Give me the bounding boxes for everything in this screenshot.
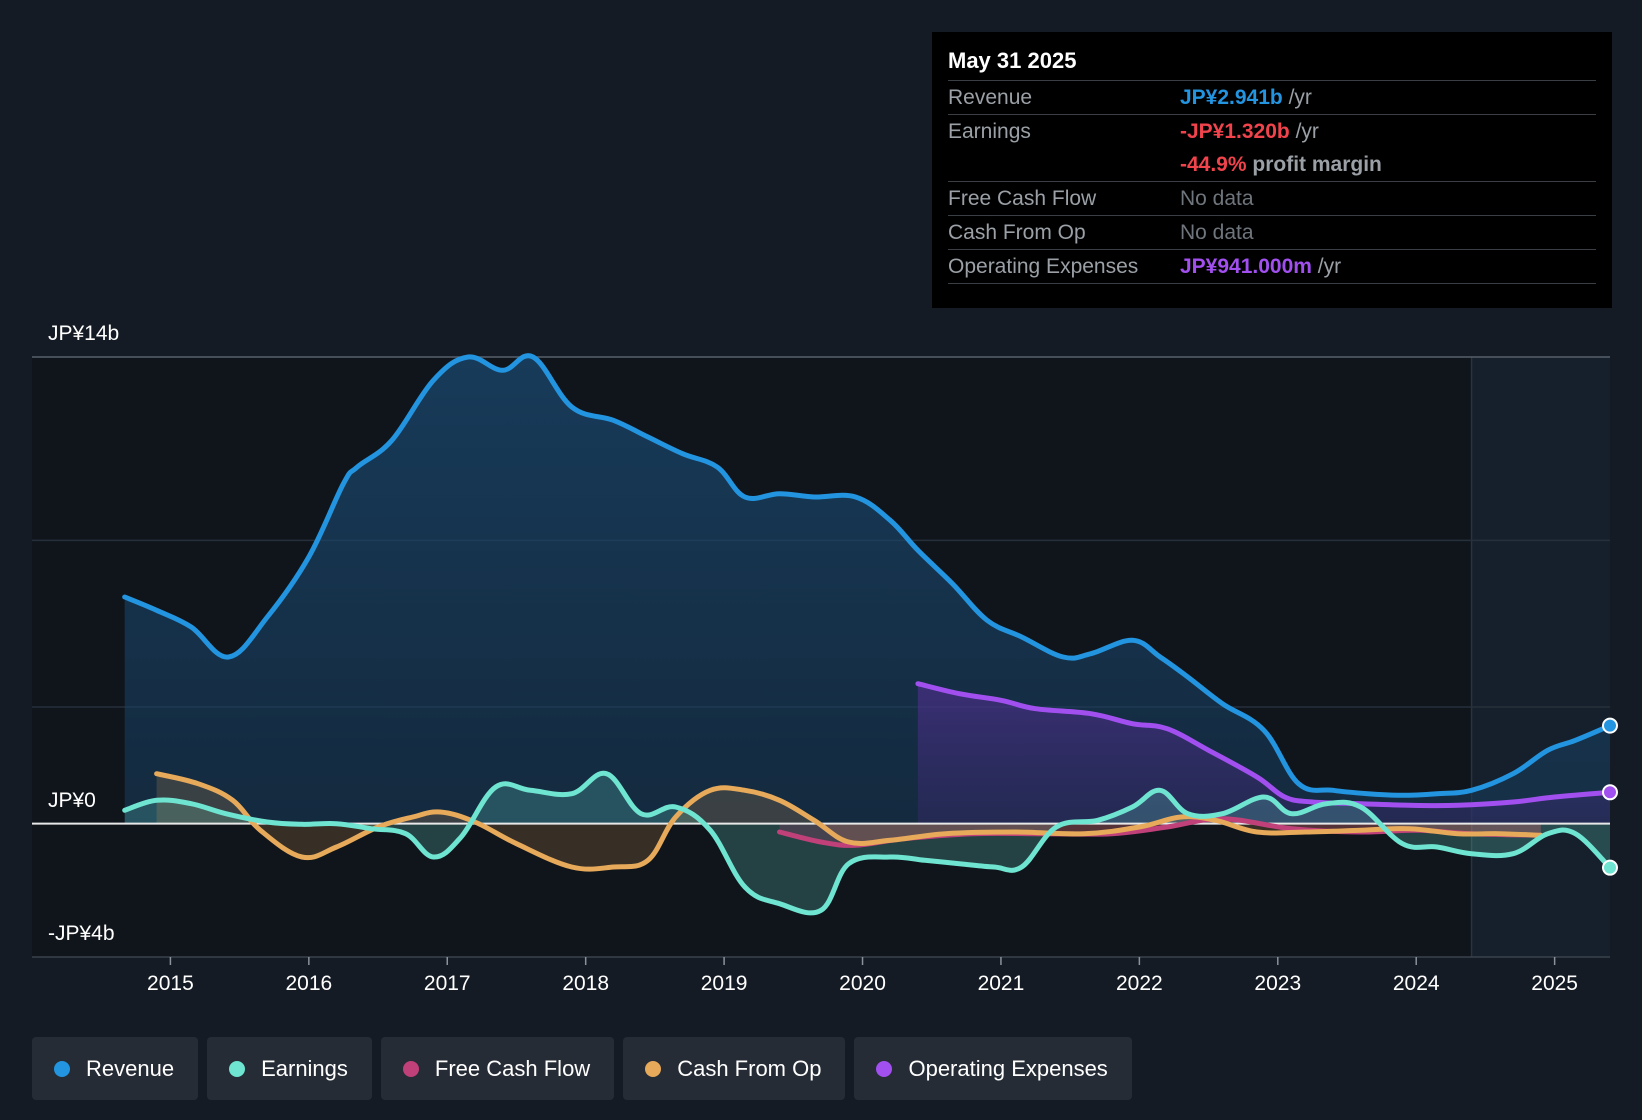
x-tick-label-2017: 2017 (424, 972, 471, 995)
revenue-dot-icon (54, 1060, 70, 1077)
tooltip-revenue-value: JP¥2.941b (1180, 86, 1283, 109)
tooltip-revenue-unit: /yr (1288, 86, 1312, 109)
legend-free-cash-flow[interactable]: Free Cash Flow (380, 1037, 615, 1100)
legend: Revenue Earnings Free Cash Flow Cash Fro… (32, 1037, 1132, 1100)
free-cash-flow-area (779, 818, 1541, 846)
tooltip-earnings-unit: /yr (1295, 120, 1319, 143)
cash-from-op-dot-icon (645, 1060, 662, 1077)
tooltip-cfo-value: No data (1180, 221, 1254, 244)
chart: 2015 2016 2017 2018 2019 2020 2021 2022 2023 2024… (32, 322, 1618, 995)
tooltip-cfo-label: Cash From Op (948, 221, 1086, 244)
x-tick-label-2016: 2016 (285, 972, 332, 995)
legend-operating-expenses-label: Operating Expenses (908, 1055, 1108, 1081)
series-end-markers (1602, 717, 1618, 876)
x-axis: 2015 2016 2017 2018 2019 2020 2021 2022 2023 2024… (147, 957, 1578, 995)
legend-revenue[interactable]: Revenue (32, 1037, 199, 1100)
earnings-dot-icon (229, 1060, 246, 1077)
cash-from-op-area (156, 773, 1541, 870)
x-tick-label-2024: 2024 (1393, 972, 1440, 995)
operating-expenses-line (915, 681, 1613, 809)
earnings-line (122, 770, 1613, 916)
tooltip-earnings-label: Earnings (948, 120, 1031, 143)
x-tick-label-2015: 2015 (147, 972, 194, 995)
y-label-top: JP¥14b (48, 322, 119, 345)
tooltip-earnings-value: -JP¥1.320b (1180, 120, 1290, 143)
x-tick-label-2018: 2018 (562, 972, 609, 995)
operating-expenses-end-marker (1602, 784, 1618, 801)
legend-revenue-label: Revenue (86, 1055, 175, 1081)
tooltip-date: May 31 2025 (948, 46, 1596, 81)
x-tick-label-2022: 2022 (1116, 972, 1163, 995)
tooltip-row-fcf: Free Cash Flow No data (948, 182, 1596, 216)
revenue-area (124, 355, 1611, 824)
revenue-line (122, 353, 1613, 798)
revenue-end-marker (1602, 717, 1618, 734)
tooltip-row-cfo: Cash From Op No data (948, 216, 1596, 250)
tooltip-fcf-value: No data (1180, 187, 1254, 210)
legend-earnings[interactable]: Earnings (207, 1037, 372, 1100)
tooltip-fcf-label: Free Cash Flow (948, 187, 1097, 210)
legend-operating-expenses[interactable]: Operating Expenses (854, 1037, 1132, 1100)
legend-earnings-label: Earnings (261, 1055, 348, 1081)
tooltip-row-margin: -44.9% profit margin (948, 148, 1596, 182)
tooltip-row-opex: Operating Expenses JP¥941.000m /yr (948, 250, 1596, 284)
tooltip-row-revenue: Revenue JP¥2.941b /yr (948, 81, 1596, 115)
operating-expenses-dot-icon (876, 1060, 893, 1077)
tooltip-margin-value: -44.9% (1180, 153, 1247, 176)
forecast-band (1471, 357, 1610, 957)
tooltip-row-earnings: Earnings -JP¥1.320b /yr (948, 115, 1596, 148)
cash-from-op-line (154, 771, 1544, 872)
tooltip-margin-suffix: profit margin (1252, 153, 1382, 176)
series-lines (122, 353, 1613, 916)
operating-expenses-area (917, 683, 1610, 824)
x-tick-label-2021: 2021 (978, 972, 1025, 995)
tooltip-opex-unit: /yr (1317, 255, 1342, 278)
x-tick-label-2023: 2023 (1254, 972, 1301, 995)
tooltip-opex-label: Operating Expenses (948, 255, 1139, 278)
tooltip-opex-value: JP¥941.000m (1180, 255, 1312, 278)
x-tick-label-2019: 2019 (701, 972, 748, 995)
legend-cash-from-op-label: Cash From Op (677, 1055, 822, 1081)
tooltip-revenue-label: Revenue (948, 86, 1033, 109)
x-tick-label-2025: 2025 (1531, 972, 1578, 995)
earnings-end-marker (1602, 859, 1618, 876)
tooltip-panel: May 31 2025 Revenue JP¥2.941b /yr Earnin… (932, 32, 1612, 308)
free-cash-flow-dot-icon (402, 1060, 419, 1077)
x-tick-label-2020: 2020 (839, 972, 886, 995)
legend-free-cash-flow-label: Free Cash Flow (434, 1055, 591, 1081)
legend-cash-from-op[interactable]: Cash From Op (623, 1037, 846, 1100)
y-label-zero: JP¥0 (48, 789, 96, 812)
y-label-bottom: -JP¥4b (48, 922, 115, 945)
